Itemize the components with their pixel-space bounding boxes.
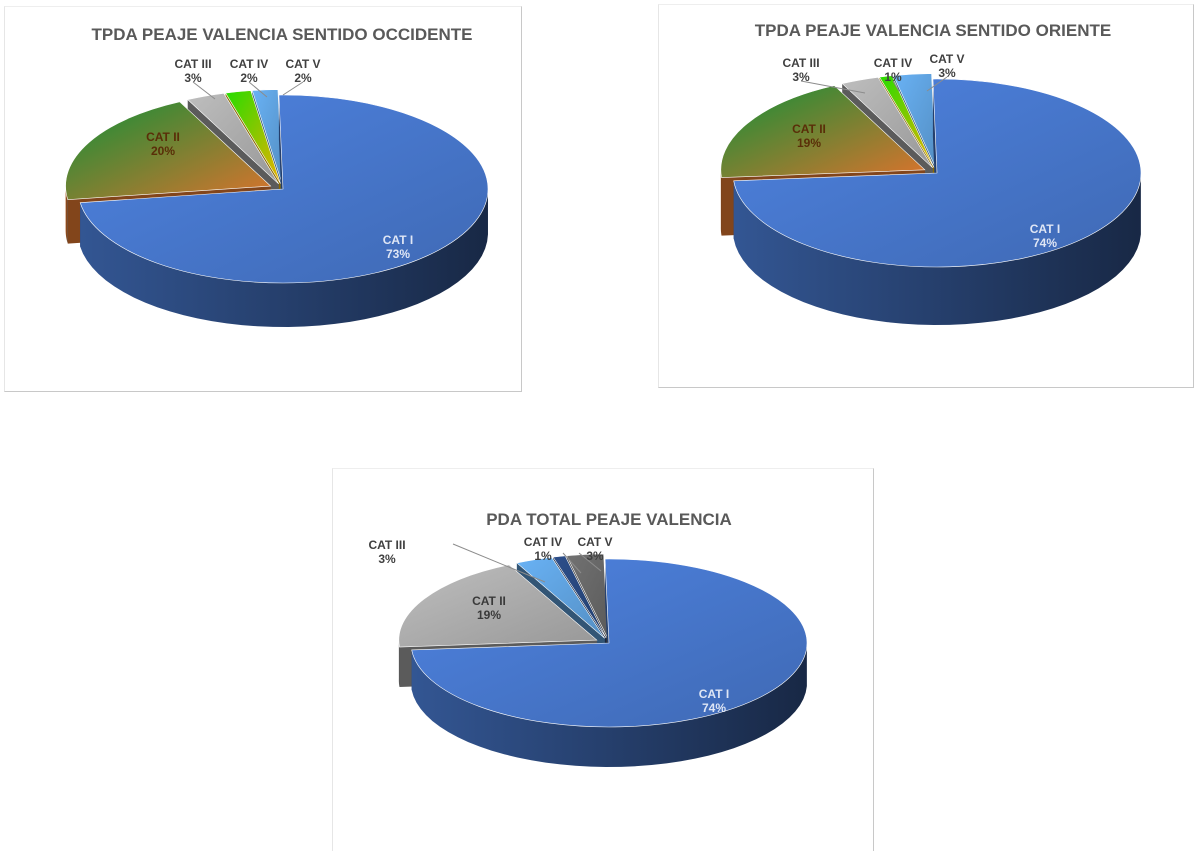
data-label-cat-iv-category: CAT IV xyxy=(230,57,268,71)
pie-slice-cat-i-side xyxy=(411,646,807,767)
data-label-cat-ii-category: CAT II xyxy=(472,594,506,608)
data-label-cat-i-value: 74% xyxy=(702,701,726,715)
chart-title: PDA TOTAL PEAJE VALENCIA xyxy=(486,510,732,529)
pie-chart-total: PDA TOTAL PEAJE VALENCIA CAT I 74% CAT II 1… xyxy=(332,468,874,851)
data-label-cat-v-category: CAT V xyxy=(285,57,320,71)
pie-slice-cat-ii xyxy=(398,564,598,648)
leader-line-cat-iv xyxy=(248,81,268,98)
data-label-cat-iii-category: CAT III xyxy=(368,538,405,552)
pie-slice-cat-ii xyxy=(720,85,926,178)
pie-chart-svg: PDA TOTAL PEAJE VALENCIA CAT I74%CAT II1… xyxy=(368,510,808,767)
pie-slice-cat-v xyxy=(566,553,608,639)
pie-slice-cat-i-side xyxy=(733,176,1141,325)
pie-slice-cat-ii xyxy=(65,101,272,200)
pie-slice-cat-iii xyxy=(841,76,933,169)
chart-title: TPDA PEAJE VALENCIA SENTIDO ORIENTE xyxy=(755,21,1111,40)
pie-slice-cat-v xyxy=(892,73,936,168)
leader-line-cat-v xyxy=(578,552,602,572)
data-label-cat-ii-value: 19% xyxy=(797,136,821,150)
data-label-cat-v-category: CAT V xyxy=(929,52,964,66)
data-label-cat-iii-category: CAT III xyxy=(174,57,211,71)
pie-slice-cat-i xyxy=(79,94,489,284)
data-label-cat-iv-category: CAT IV xyxy=(524,535,562,549)
data-label-cat-i-category: CAT I xyxy=(383,233,413,247)
pie-slice-cat-v xyxy=(251,89,283,184)
data-label-cat-i-value: 73% xyxy=(386,247,410,261)
data-label-cat-iv-category: CAT IV xyxy=(874,56,912,70)
leader-line-cat-iii xyxy=(800,80,866,94)
data-label-cat-iv-value: 2% xyxy=(240,71,258,85)
pie-slice-cat-iv xyxy=(225,90,281,184)
leader-line-cat-iv xyxy=(892,80,900,92)
data-label-cat-i-category: CAT I xyxy=(1030,222,1060,236)
leader-line-cat-iii xyxy=(192,81,216,100)
data-label-cat-ii-value: 19% xyxy=(477,608,501,622)
pie-slice-cat-ii-side xyxy=(398,638,400,688)
data-label-cat-iii-category: CAT III xyxy=(782,56,819,70)
data-label-cat-iii-value: 3% xyxy=(378,552,396,566)
leader-line-cat-iii xyxy=(452,543,546,583)
data-label-cat-ii-category: CAT II xyxy=(146,130,180,144)
pie-slice-cat-ii-side xyxy=(65,185,68,244)
data-label-cat-i-category: CAT I xyxy=(699,687,729,701)
pie-chart-oriente: TPDA PEAJE VALENCIA SENTIDO ORIENTE CAT … xyxy=(658,4,1194,388)
pie-slice-cat-iii xyxy=(516,556,605,639)
pie-slice-cat-iv xyxy=(878,75,935,168)
data-label-cat-iii-value: 3% xyxy=(184,71,202,85)
leader-line-cat-v xyxy=(282,81,304,96)
data-label-cat-v-category: CAT V xyxy=(577,535,612,549)
leader-line-cat-iv xyxy=(562,552,582,574)
pie-chart-occidente: TPDA PEAJE VALENCIA SENTIDO OCCIDENTE CA… xyxy=(4,6,522,392)
pie-slice-cat-i xyxy=(411,558,808,728)
pie-slice-cat-ii-side xyxy=(720,168,722,236)
data-label-cat-v-value: 3% xyxy=(586,549,604,563)
data-label-cat-v-value: 2% xyxy=(294,71,312,85)
data-label-cat-ii-value: 20% xyxy=(151,144,175,158)
leader-line-cat-v xyxy=(926,76,948,92)
chart-title: TPDA PEAJE VALENCIA SENTIDO OCCIDENTE xyxy=(92,25,473,44)
pie-slice-cat-i xyxy=(733,78,1142,268)
data-label-cat-iv-value: 1% xyxy=(534,549,552,563)
pie-chart-svg: TPDA PEAJE VALENCIA SENTIDO ORIENTE CAT … xyxy=(720,21,1142,325)
data-label-cat-iv-value: 1% xyxy=(884,70,902,84)
pie-chart-svg: TPDA PEAJE VALENCIA SENTIDO OCCIDENTE CA… xyxy=(65,25,489,327)
pie-slice-cat-iii xyxy=(187,92,279,185)
data-label-cat-v-value: 3% xyxy=(938,66,956,80)
pie-slice-cat-i-side xyxy=(80,190,488,327)
data-label-cat-ii-category: CAT II xyxy=(792,122,826,136)
data-label-cat-i-value: 74% xyxy=(1033,236,1057,250)
data-label-cat-iii-value: 3% xyxy=(792,70,810,84)
